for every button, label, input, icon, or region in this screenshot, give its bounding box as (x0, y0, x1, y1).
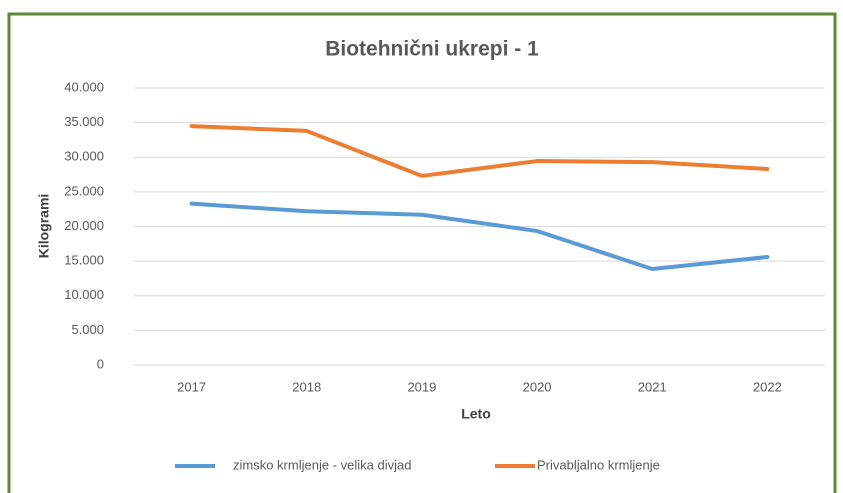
x-tick-label: 2022 (753, 379, 782, 394)
x-tick-label: 2021 (638, 379, 667, 394)
series-line (189, 201, 770, 272)
y-tick-label: 5.000 (71, 322, 104, 337)
series-line (189, 124, 770, 178)
y-tick-label: 0 (97, 356, 104, 371)
chart-title: Biotehnični ukrepi - 1 (325, 38, 539, 61)
x-tick-label: 2018 (292, 379, 321, 394)
y-tick-label: 20.000 (64, 218, 104, 233)
legend-label: Privabljalno krmljenje (537, 457, 660, 472)
x-tick-label: 2020 (523, 379, 552, 394)
y-tick-label: 40.000 (64, 79, 104, 94)
x-axis-label: Leto (461, 406, 491, 422)
y-tick-label: 10.000 (64, 287, 104, 302)
y-tick-label: 30.000 (64, 149, 104, 164)
x-tick-label: 2019 (407, 379, 436, 394)
legend-label: zimsko krmljenje - velika divjad (233, 457, 411, 472)
y-axis-label: Kilogrami (36, 194, 52, 259)
y-tick-label: 35.000 (64, 114, 104, 129)
y-tick-label: 15.000 (64, 253, 104, 268)
x-tick-label: 2017 (177, 379, 206, 394)
chart-frame (7, 12, 837, 493)
y-tick-label: 25.000 (64, 183, 104, 198)
